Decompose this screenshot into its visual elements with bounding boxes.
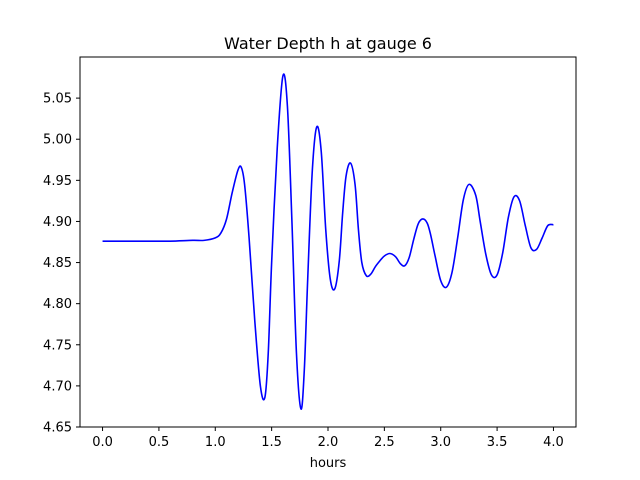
x-tick-label: 1.0: [205, 435, 226, 450]
x-tick-label: 0.5: [149, 435, 170, 450]
x-tick-label: 3.0: [430, 435, 451, 450]
y-tick-label: 4.80: [43, 297, 72, 312]
y-tick-label: 4.70: [43, 379, 72, 394]
y-tick-label: 4.95: [43, 174, 72, 189]
series-layer: [102, 73, 554, 410]
x-tick-label: 1.5: [261, 435, 282, 450]
x-tick-label: 2.0: [318, 435, 339, 450]
x-tick-label: 3.5: [487, 435, 508, 450]
chart-title: Water Depth h at gauge 6: [224, 34, 432, 53]
x-tick-label: 0.0: [92, 435, 113, 450]
y-tick-label: 4.65: [43, 421, 72, 436]
y-axis: 4.65 4.70 4.75 4.80 4.85 4.90 4.95 5.00 5.05: [43, 92, 80, 436]
y-tick-label: 5.00: [43, 133, 72, 148]
x-axis-label: hours: [310, 456, 347, 471]
x-axis: 0.0 0.5 1.0 1.5 2.0 2.5 3.0 3.5 4.0: [92, 427, 564, 450]
x-tick-label: 4.0: [543, 435, 564, 450]
x-tick-label: 2.5: [374, 435, 395, 450]
y-tick-label: 5.05: [43, 92, 72, 107]
series-line: [102, 73, 554, 410]
y-tick-label: 4.90: [43, 215, 72, 230]
y-tick-label: 4.85: [43, 256, 72, 271]
y-tick-label: 4.75: [43, 338, 72, 353]
